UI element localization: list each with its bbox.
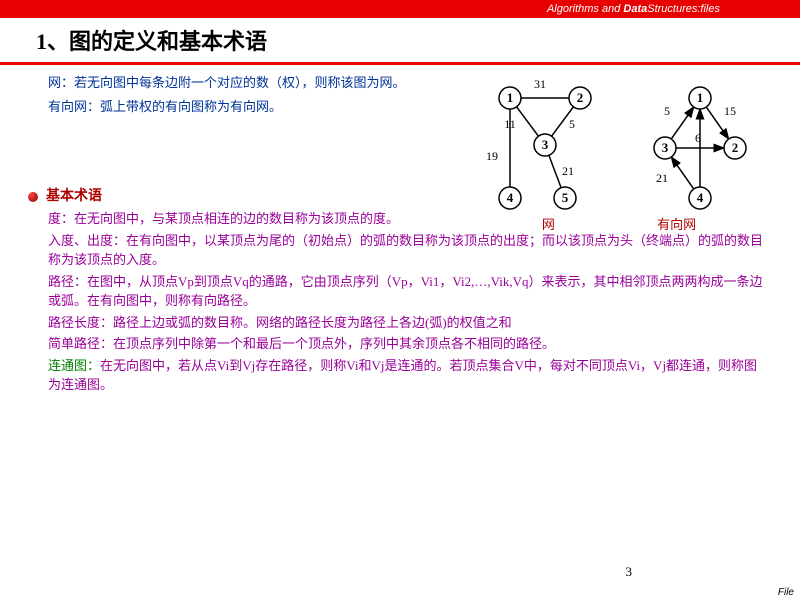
intro-directed-net: 有向网：弧上带权的有向图称为有向网。 [48,97,438,117]
page-number: 3 [626,564,633,580]
svg-text:5: 5 [664,104,670,118]
svg-text:21: 21 [562,164,574,178]
header-bold: Data [623,3,647,15]
svg-text:15: 15 [724,104,736,118]
footer-text: File [778,587,794,598]
svg-text:2: 2 [732,140,739,155]
header-suffix: Structures:files [647,3,720,15]
header-bar: Algorithms and DataStructures:files [0,0,800,18]
term-connected-body: 在无向图中，若从点Vi到Vj存在路径，则称Vi和Vj是连通的。若顶点集合V中，每… [48,358,757,393]
svg-text:1: 1 [507,90,514,105]
svg-text:3: 3 [662,140,669,155]
svg-text:3: 3 [542,137,549,152]
term-path-length: 路径长度：路径上边或弧的数目称。网络的路径长度为路径上各边(弧)的权值之和 [48,313,768,333]
graph-labels: 网 有向网 [460,215,760,235]
header-prefix: Algorithms and [547,3,623,15]
svg-text:5: 5 [562,190,569,205]
label-directed-net: 有向网 [617,215,737,235]
term-simple-path: 简单路径：在顶点序列中除第一个和最后一个顶点外，序列中其余顶点各不相同的路径。 [48,334,768,354]
svg-text:1: 1 [697,90,704,105]
svg-text:19: 19 [486,149,498,163]
svg-text:4: 4 [507,190,514,205]
label-net: 网 [483,215,613,235]
section-title: 基本术语 [46,186,102,207]
graphs-diagram: 31115192112345 5156211324 [460,78,780,218]
svg-text:5: 5 [569,117,575,131]
intro-text: 网：若无向图中每条边附一个对应的数（权），则称该图为网。 有向网：弧上带权的有向… [48,73,438,120]
term-in-out-degree: 入度、出度：在有向图中，以某顶点为尾的（初始点）的弧的数目称为该顶点的出度；而以… [48,231,768,270]
svg-text:2: 2 [577,90,584,105]
intro-net: 网：若无向图中每条边附一个对应的数（权），则称该图为网。 [48,73,438,93]
svg-text:4: 4 [697,190,704,205]
svg-text:21: 21 [656,171,668,185]
term-path: 路径：在图中，从顶点Vp到顶点Vq的通路，它由顶点序列（Vp，Vi1，Vi2,…… [48,272,768,311]
svg-text:31: 31 [534,78,546,91]
term-connected-prefix: 连通图： [48,358,100,373]
content-area: 网：若无向图中每条边附一个对应的数（权），则称该图为网。 有向网：弧上带权的有向… [0,65,800,395]
page-title: 1、图的定义和基本术语 [36,24,800,56]
title-area: 1、图的定义和基本术语 [0,18,800,62]
bullet-icon [28,192,38,202]
term-connected: 连通图：在无向图中，若从点Vi到Vj存在路径，则称Vi和Vj是连通的。若顶点集合… [48,356,768,395]
